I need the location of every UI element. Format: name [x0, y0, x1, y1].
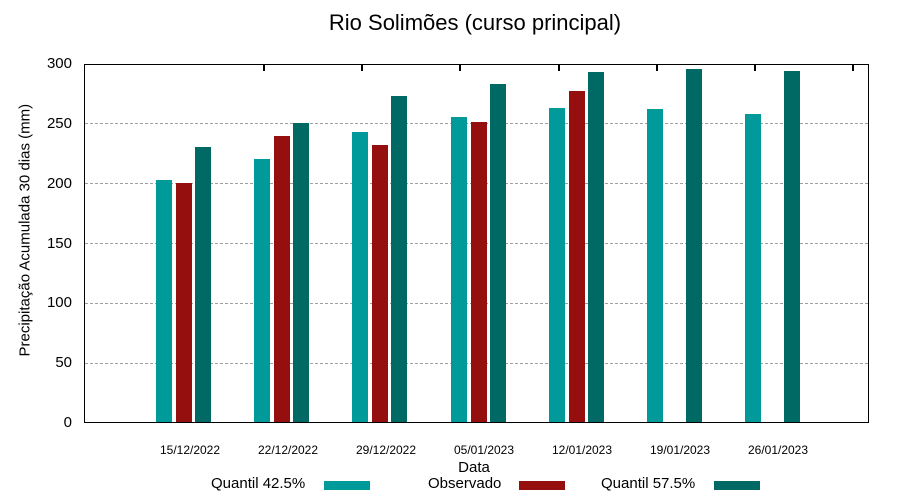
x-tick-label: 12/01/2023 — [551, 443, 613, 457]
x-tick-mark — [656, 65, 658, 71]
y-tick-label: 200 — [46, 174, 72, 192]
bar-observado — [274, 136, 290, 423]
bar-quantil-57-5- — [490, 83, 506, 423]
legend-swatch-quantil-57 — [714, 481, 760, 490]
x-tick-label: 26/01/2023 — [747, 443, 809, 457]
bar-quantil-42-5- — [451, 117, 467, 423]
bar-observado — [176, 183, 192, 423]
x-axis-label: Data — [458, 459, 490, 476]
y-tick-label: 250 — [46, 114, 72, 132]
legend-swatch-quantil-42 — [324, 481, 370, 490]
y-tick-label: 100 — [46, 294, 72, 312]
y-tick-label: 0 — [63, 414, 72, 431]
bar-quantil-57-5- — [293, 123, 309, 423]
bar-observado — [471, 122, 487, 423]
x-tick-mark — [459, 65, 461, 71]
x-tick-label: 22/12/2022 — [257, 443, 319, 457]
bar-quantil-42-5- — [156, 179, 172, 423]
x-tick-mark — [852, 65, 854, 71]
y-tick-label: 300 — [46, 55, 72, 72]
x-tick-label: 05/01/2023 — [453, 443, 515, 457]
y-axis-label: Precipitação Acumulada 30 dias (mm) — [16, 103, 34, 357]
x-tick-label: 19/01/2023 — [649, 443, 711, 457]
bar-quantil-42-5- — [352, 131, 368, 423]
x-tick-mark — [263, 65, 265, 71]
y-tick-label: 50 — [55, 354, 72, 372]
bar-quantil-42-5- — [647, 108, 663, 423]
x-tick-label: 15/12/2022 — [159, 443, 221, 457]
bar-quantil-42-5- — [549, 107, 565, 423]
bar-quantil-57-5- — [686, 69, 702, 423]
bar-quantil-42-5- — [745, 113, 761, 423]
legend-label-quantil-57: Quantil 57.5% — [601, 475, 696, 492]
bar-quantil-57-5- — [588, 71, 604, 423]
x-tick-label: 29/12/2022 — [355, 443, 417, 457]
legend-label-observado: Observado — [428, 475, 502, 492]
y-tick-label: 150 — [46, 234, 72, 252]
x-tick-mark — [754, 65, 756, 71]
bar-observado — [372, 144, 388, 423]
bar-quantil-57-5- — [195, 147, 211, 423]
bar-quantil-57-5- — [784, 70, 800, 423]
bar-quantil-57-5- — [391, 95, 407, 423]
chart-title: Rio Solimões (curso principal) — [328, 10, 622, 35]
plot-area — [84, 64, 869, 423]
x-tick-mark — [558, 65, 560, 71]
legend-label-quantil-42: Quantil 42.5% — [211, 475, 306, 492]
bar-observado — [569, 91, 585, 423]
bar-quantil-42-5- — [254, 159, 270, 423]
x-tick-mark — [361, 65, 363, 71]
legend-swatch-observado — [519, 481, 565, 490]
